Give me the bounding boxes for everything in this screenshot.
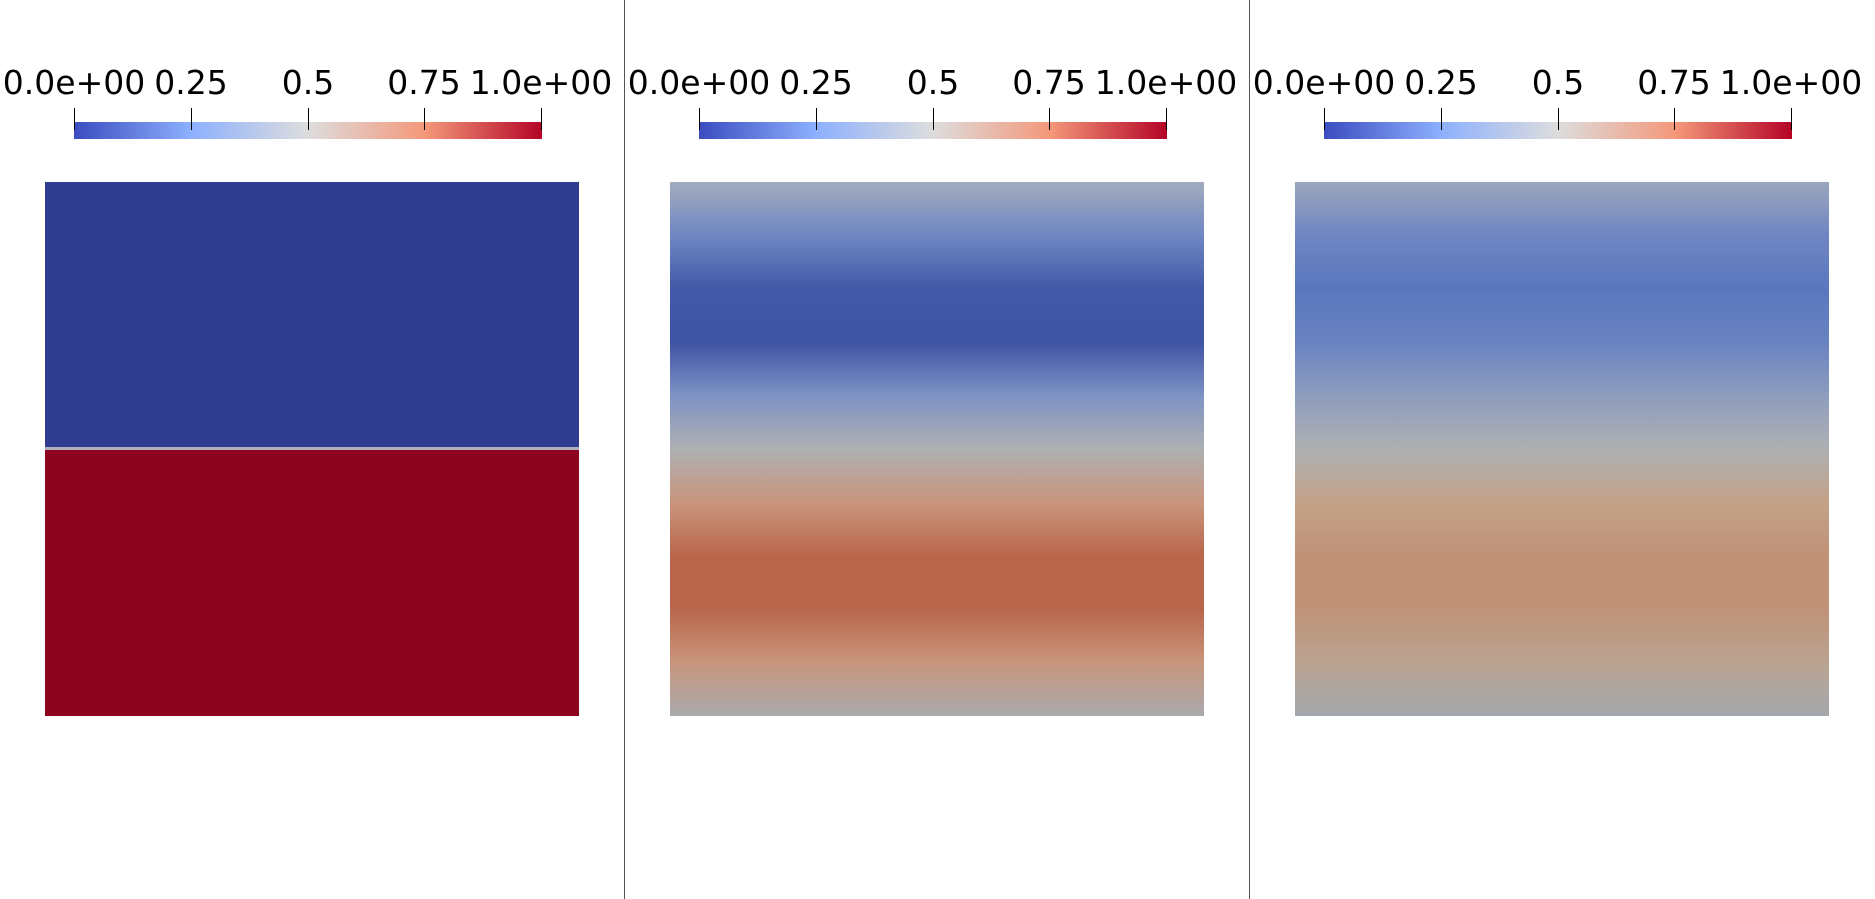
color-legend-tick	[699, 108, 700, 130]
color-legend-tick-label: 0.25	[779, 63, 853, 102]
color-legend-tick	[1791, 108, 1792, 130]
color-legend-tick	[1558, 108, 1559, 130]
color-legend-tick-label: 0.75	[387, 63, 461, 102]
color-legend-tick-label: 0.5	[1531, 63, 1585, 102]
color-legend-tick-label: 0.75	[1637, 63, 1711, 102]
field-plot	[45, 182, 579, 716]
color-legend-tick-label: 0.5	[906, 63, 960, 102]
view-splitter[interactable]	[624, 0, 625, 899]
color-legend-tick-label: 0.25	[154, 63, 228, 102]
color-legend-tick	[191, 108, 192, 130]
color-legend-tick	[816, 108, 817, 130]
color-legend-tick-label: 0.25	[1404, 63, 1478, 102]
color-legend-tick	[933, 108, 934, 130]
color-legend-tick	[1441, 108, 1442, 130]
color-legend-tick-label: 1.0e+00	[1719, 63, 1863, 102]
color-legend	[699, 108, 1167, 139]
color-legend-tick-label: 0.5	[281, 63, 335, 102]
field-plot	[670, 182, 1204, 716]
color-legend-tick-label: 0.0e+00	[2, 63, 146, 102]
color-legend-tick	[1166, 108, 1167, 130]
color-legend	[74, 108, 542, 139]
color-legend-tick-label: 1.0e+00	[469, 63, 613, 102]
view-splitter[interactable]	[1249, 0, 1250, 899]
color-legend	[1324, 108, 1792, 139]
color-legend-tick-label: 1.0e+00	[1094, 63, 1238, 102]
color-legend-tick	[1324, 108, 1325, 130]
color-legend-tick	[74, 108, 75, 130]
color-legend-tick-label: 0.0e+00	[1252, 63, 1396, 102]
color-legend-tick	[424, 108, 425, 130]
color-legend-tick	[541, 108, 542, 130]
color-legend-tick	[1049, 108, 1050, 130]
color-legend-tick	[1674, 108, 1675, 130]
color-legend-tick-label: 0.0e+00	[627, 63, 771, 102]
color-legend-tick	[308, 108, 309, 130]
render-view-1[interactable]: 0.0e+00 0.25 0.5 0.75 1.0e+00	[0, 0, 624, 899]
render-view-2[interactable]: 0.0e+00 0.25 0.5 0.75 1.0e+00	[625, 0, 1249, 899]
field-plot	[1295, 182, 1829, 716]
color-legend-tick-label: 0.75	[1012, 63, 1086, 102]
render-view-3[interactable]: 0.0e+00 0.25 0.5 0.75 1.0e+00	[1250, 0, 1874, 899]
